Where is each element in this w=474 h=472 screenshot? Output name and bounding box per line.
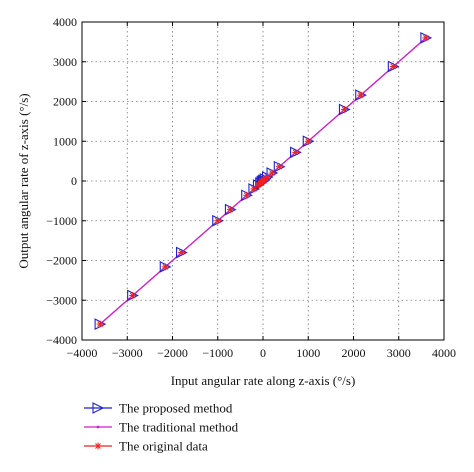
data-point-original [264, 173, 272, 181]
y-tick-label: −2000 [46, 254, 77, 268]
legend-item: The original data [84, 439, 208, 454]
y-tick-label: 2000 [53, 95, 77, 109]
x-tick-label: 1000 [296, 346, 320, 360]
data-point-original [340, 105, 348, 113]
x-tick-label: −2000 [157, 346, 188, 360]
legend-label: The traditional method [119, 420, 239, 435]
legend-label: The proposed method [119, 401, 233, 416]
x-axis-label: Input angular rate along z-axis (°/s) [171, 373, 356, 388]
y-tick-label: −1000 [46, 214, 77, 228]
x-tick-label: −3000 [112, 346, 143, 360]
x-tick-label: −4000 [67, 346, 98, 360]
y-tick-label: 4000 [53, 15, 77, 29]
x-tick-label: −1000 [202, 346, 233, 360]
x-tick-label: 2000 [342, 346, 366, 360]
data-point-original [178, 249, 186, 257]
y-tick-label: −4000 [46, 333, 77, 347]
data-point-original [422, 34, 430, 42]
y-tick-label: 0 [71, 174, 77, 188]
data-markers [94, 32, 433, 330]
data-point-original [389, 63, 397, 71]
x-tick-label: 3000 [387, 346, 411, 360]
x-tick-label: 0 [260, 346, 266, 360]
data-point-original [275, 163, 283, 171]
data-point-original [129, 291, 137, 299]
y-tick-label: 3000 [53, 55, 77, 69]
data-point-original [161, 263, 169, 271]
x-tick-label: 4000 [432, 346, 456, 360]
y-tick-label: 1000 [53, 134, 77, 148]
y-axis-label: Output angular rate of z-axis (°/s) [16, 93, 31, 268]
legend-label: The original data [119, 439, 208, 454]
data-point-original [292, 148, 300, 156]
legend-marker [96, 425, 100, 429]
axis-ticks [81, 21, 445, 341]
data-point-original [250, 185, 258, 193]
data-point-original [214, 217, 222, 225]
data-point-original [357, 91, 365, 99]
tick-labels: −4000 −3000 −2000 −1000 0 1000 2000 3000 4000 −40… [46, 15, 456, 360]
data-point-original [304, 137, 312, 145]
data-point-original [243, 191, 251, 199]
legend: The proposed method The traditional metho… [84, 401, 239, 454]
data-point-original [268, 169, 276, 177]
legend-marker [92, 402, 105, 414]
data-point-original [226, 206, 234, 214]
y-tick-label: −3000 [46, 293, 77, 307]
legend-item: The proposed method [84, 401, 233, 416]
data-point-original [96, 320, 104, 328]
legend-item: The traditional method [84, 420, 239, 435]
legend-marker [94, 442, 102, 450]
